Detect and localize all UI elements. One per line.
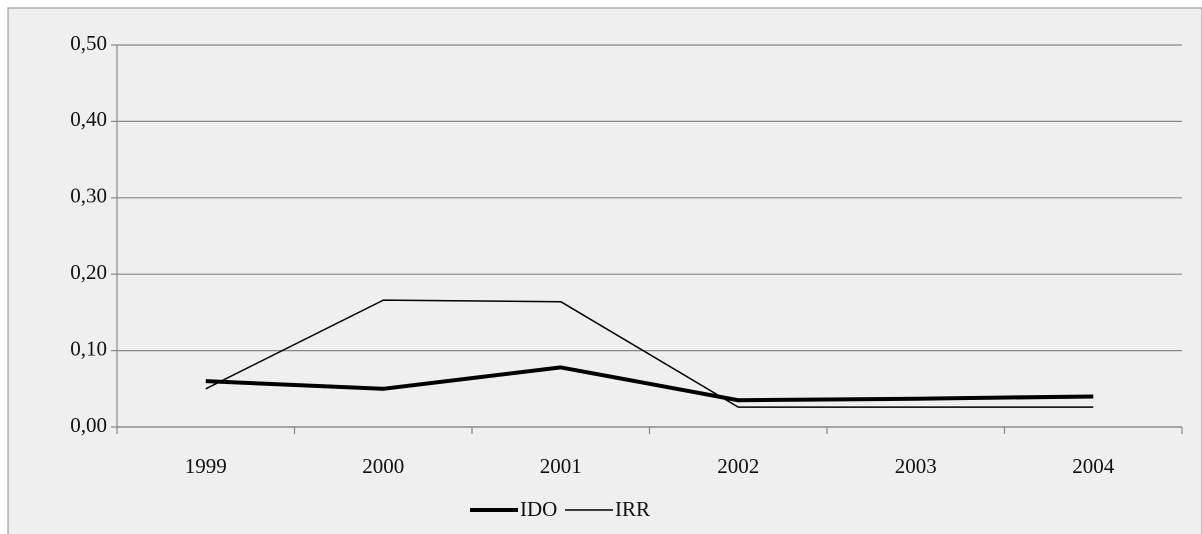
y-tick-label: 0,30 <box>70 184 107 208</box>
x-tick-label: 2000 <box>362 454 404 478</box>
line-series <box>205 365 1094 403</box>
y-tick-label: 0,10 <box>70 336 107 360</box>
x-tick-label: 2001 <box>540 454 582 478</box>
y-tick-label: 0,00 <box>70 413 107 437</box>
x-tick-label: 2003 <box>895 454 937 478</box>
chart-background <box>7 7 1202 534</box>
line-series <box>205 299 1094 408</box>
x-tick-label: 2004 <box>1072 454 1115 478</box>
legend-label: IDO <box>520 497 557 521</box>
x-tick-label: 1999 <box>185 454 227 478</box>
x-tick-label: 2002 <box>717 454 759 478</box>
y-tick-label: 0,20 <box>70 260 107 284</box>
legend-label: IRR <box>615 497 650 521</box>
y-tick-label: 0,50 <box>70 31 107 55</box>
y-tick-label: 0,40 <box>70 107 107 131</box>
